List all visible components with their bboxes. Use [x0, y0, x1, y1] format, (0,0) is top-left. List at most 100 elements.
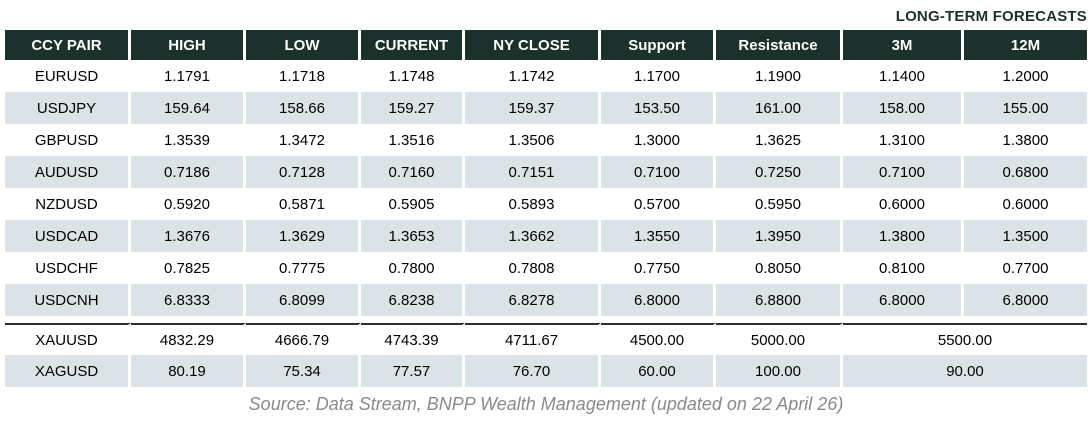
cell-3m: 1.1400 — [843, 60, 964, 92]
table-row-audusd: AUDUSD 0.7186 0.7128 0.7160 0.7151 0.710… — [5, 156, 1087, 188]
cell-low: 158.66 — [246, 92, 361, 124]
header-row: CCY PAIR HIGH LOW CURRENT NY CLOSE Suppo… — [5, 30, 1087, 60]
cell-resistance: 161.00 — [716, 92, 843, 124]
cell-resistance: 1.1900 — [716, 60, 843, 92]
column-header-current: CURRENT — [361, 30, 465, 60]
cell-12m: 1.3800 — [964, 124, 1087, 156]
cell-3m: 0.8100 — [843, 252, 964, 284]
cell-ny-close: 6.8278 — [465, 284, 601, 316]
column-header-support: Support — [601, 30, 716, 60]
cell-pair: EURUSD — [5, 60, 131, 92]
cell-high: 80.19 — [131, 355, 246, 387]
cell-pair: AUDUSD — [5, 156, 131, 188]
section-gap — [5, 316, 1087, 323]
cell-current: 0.7160 — [361, 156, 465, 188]
section-gap-row — [5, 316, 1087, 323]
cell-resistance: 6.8800 — [716, 284, 843, 316]
cell-3m: 158.00 — [843, 92, 964, 124]
cell-resistance: 100.00 — [716, 355, 843, 387]
cell-pair: USDCHF — [5, 252, 131, 284]
cell-low: 6.8099 — [246, 284, 361, 316]
cell-pair: USDCAD — [5, 220, 131, 252]
cell-support: 6.8000 — [601, 284, 716, 316]
cell-high: 0.7186 — [131, 156, 246, 188]
cell-forecast-merged: 5500.00 — [843, 323, 1087, 355]
cell-12m: 1.3500 — [964, 220, 1087, 252]
cell-ny-close: 76.70 — [465, 355, 601, 387]
cell-forecast-merged: 90.00 — [843, 355, 1087, 387]
cell-3m: 0.6000 — [843, 188, 964, 220]
cell-current: 1.3653 — [361, 220, 465, 252]
cell-support: 153.50 — [601, 92, 716, 124]
cell-resistance: 5000.00 — [716, 323, 843, 355]
cell-low: 1.3472 — [246, 124, 361, 156]
column-header-resistance: Resistance — [716, 30, 843, 60]
cell-high: 0.7825 — [131, 252, 246, 284]
cell-12m: 0.6800 — [964, 156, 1087, 188]
cell-resistance: 1.3950 — [716, 220, 843, 252]
cell-support: 1.1700 — [601, 60, 716, 92]
cell-low: 1.3629 — [246, 220, 361, 252]
cell-12m: 0.7700 — [964, 252, 1087, 284]
column-header-ccy-pair: CCY PAIR — [5, 30, 131, 60]
cell-pair: USDCNH — [5, 284, 131, 316]
table-row-xauusd: XAUUSD 4832.29 4666.79 4743.39 4711.67 4… — [5, 323, 1087, 355]
long-term-forecasts-label: LONG-TERM FORECASTS — [895, 8, 1087, 25]
source-note: Source: Data Stream, BNPP Wealth Managem… — [248, 394, 844, 414]
cell-ny-close: 0.7151 — [465, 156, 601, 188]
table-row-usdcnh: USDCNH 6.8333 6.8099 6.8238 6.8278 6.800… — [5, 284, 1087, 316]
cell-pair: USDJPY — [5, 92, 131, 124]
column-header-low: LOW — [246, 30, 361, 60]
cell-high: 1.1791 — [131, 60, 246, 92]
cell-support: 0.5700 — [601, 188, 716, 220]
cell-ny-close: 0.7808 — [465, 252, 601, 284]
cell-pair: XAGUSD — [5, 355, 131, 387]
cell-3m: 1.3100 — [843, 124, 964, 156]
table-row-usdjpy: USDJPY 159.64 158.66 159.27 159.37 153.5… — [5, 92, 1087, 124]
cell-12m: 1.2000 — [964, 60, 1087, 92]
cell-resistance: 0.5950 — [716, 188, 843, 220]
cell-3m: 6.8000 — [843, 284, 964, 316]
cell-support: 0.7100 — [601, 156, 716, 188]
cell-3m: 1.3800 — [843, 220, 964, 252]
cell-high: 0.5920 — [131, 188, 246, 220]
cell-current: 1.3516 — [361, 124, 465, 156]
cell-resistance: 0.7250 — [716, 156, 843, 188]
cell-support: 4500.00 — [601, 323, 716, 355]
cell-current: 77.57 — [361, 355, 465, 387]
cell-ny-close: 4711.67 — [465, 323, 601, 355]
cell-pair: XAUUSD — [5, 323, 131, 355]
cell-low: 0.7128 — [246, 156, 361, 188]
table-row-gbpusd: GBPUSD 1.3539 1.3472 1.3516 1.3506 1.300… — [5, 124, 1087, 156]
cell-resistance: 1.3625 — [716, 124, 843, 156]
table-row-nzdusd: NZDUSD 0.5920 0.5871 0.5905 0.5893 0.570… — [5, 188, 1087, 220]
cell-high: 1.3676 — [131, 220, 246, 252]
table-row-usdchf: USDCHF 0.7825 0.7775 0.7800 0.7808 0.775… — [5, 252, 1087, 284]
cell-high: 4832.29 — [131, 323, 246, 355]
cell-pair: GBPUSD — [5, 124, 131, 156]
cell-low: 0.7775 — [246, 252, 361, 284]
cell-current: 4743.39 — [361, 323, 465, 355]
cell-low: 0.5871 — [246, 188, 361, 220]
column-header-12m: 12M — [964, 30, 1087, 60]
fx-forecast-table: CCY PAIR HIGH LOW CURRENT NY CLOSE Suppo… — [5, 30, 1087, 387]
column-header-ny-close: NY CLOSE — [465, 30, 601, 60]
cell-current: 0.7800 — [361, 252, 465, 284]
cell-ny-close: 1.3506 — [465, 124, 601, 156]
cell-support: 1.3550 — [601, 220, 716, 252]
cell-support: 0.7750 — [601, 252, 716, 284]
cell-low: 75.34 — [246, 355, 361, 387]
cell-current: 1.1748 — [361, 60, 465, 92]
cell-resistance: 0.8050 — [716, 252, 843, 284]
cell-current: 159.27 — [361, 92, 465, 124]
cell-12m: 6.8000 — [964, 284, 1087, 316]
cell-ny-close: 1.1742 — [465, 60, 601, 92]
cell-high: 6.8333 — [131, 284, 246, 316]
cell-pair: NZDUSD — [5, 188, 131, 220]
cell-high: 1.3539 — [131, 124, 246, 156]
cell-ny-close: 1.3662 — [465, 220, 601, 252]
cell-12m: 0.6000 — [964, 188, 1087, 220]
cell-low: 1.1718 — [246, 60, 361, 92]
cell-3m: 0.7100 — [843, 156, 964, 188]
